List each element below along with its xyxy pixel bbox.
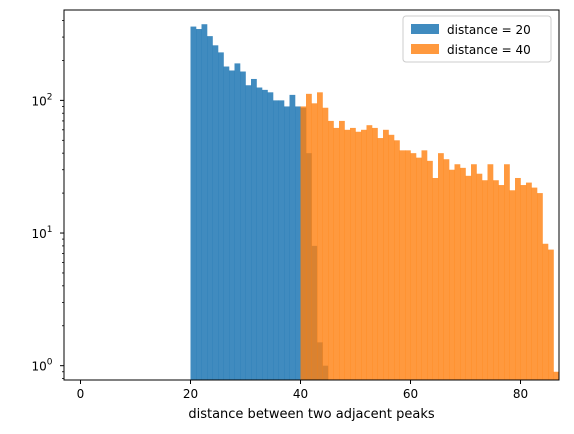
bar-series2-bin-83 [537,193,543,380]
bar-series2-bin-68 [454,164,461,380]
bar-series2-bin-48 [344,129,351,380]
bar-series2-bin-80 [520,185,527,380]
bar-series1-bin-33 [262,89,268,381]
bar-series1-bin-25 [218,52,224,380]
bar-series1-bin-39 [295,106,301,380]
legend-box [402,15,552,63]
bar-series2-bin-49 [350,127,356,380]
bar-series2-bin-59 [405,150,411,380]
axes-layer: 0 20 40 60 80 100 101 102 [31,9,560,401]
bar-series2-bin-47 [339,120,345,381]
bar-series2-bin-62 [421,150,428,380]
bar-series2-bin-63 [427,160,433,380]
bar-series2-bin-54 [377,138,384,380]
bar-series2-bin-40 [300,106,307,380]
x-tick-label: 0 [77,387,85,401]
bar-series2-bin-69 [460,167,466,380]
bar-series2-bin-52 [366,125,373,380]
bar-series2-bin-75 [493,180,499,380]
bar-series2-bin-53 [372,127,378,380]
bar-series1-bin-27 [229,70,235,380]
bar-series2-bin-44 [322,107,329,381]
x-tick-label: 20 [183,387,198,401]
bar-series1-bin-23 [207,36,213,380]
bar-series1-bin-26 [223,66,230,380]
bar-series1-bin-20 [190,26,197,380]
bar-series1-bin-22 [201,24,208,380]
bar-series1-bin-35 [273,100,279,381]
bar-series2-bin-82 [531,187,538,380]
legend: distance = 20 distance = 40 [402,15,552,63]
bar-series1-bin-34 [267,92,274,380]
bar-series1-bin-29 [240,71,246,381]
legend-label: distance = 20 [447,23,531,37]
y-tick-label: 101 [31,225,52,241]
bar-series2-bin-64 [432,177,439,380]
bar-series2-bin-73 [482,180,488,380]
legend-label: distance = 40 [447,43,531,57]
bar-series1-bin-30 [245,85,252,380]
bar-series2-bin-50 [355,131,362,380]
x-axis-label: distance between two adjacent peaks [188,407,435,422]
bar-series2-bin-42 [311,103,318,380]
bar-series2-bin-51 [361,129,367,380]
x-tick-label: 40 [293,387,308,401]
bar-series2-bin-79 [515,177,521,380]
bar-series2-bin-58 [399,150,406,380]
y-tick-label: 100 [31,358,52,374]
bar-series2-bin-61 [416,157,422,380]
bar-series2-bin-72 [476,173,483,380]
legend-swatch [411,24,439,34]
bar-series1-bin-36 [278,100,285,381]
legend-swatch [411,44,439,54]
bar-series2-bin-85 [548,249,554,380]
bar-series2-bin-41 [306,93,312,380]
x-tick-label: 60 [403,387,418,401]
bar-series2-bin-81 [526,182,532,380]
bar-series2-bin-65 [438,153,444,380]
bar-series1-bin-21 [196,29,202,381]
bar-series2-bin-76 [498,185,505,380]
x-tick-label: 80 [513,387,528,401]
bar-series1-bin-32 [256,87,263,381]
bar-series1-bin-24 [212,45,219,380]
bar-series2-bin-71 [471,164,477,380]
bar-series2-bin-67 [449,169,455,380]
bar-series2-bin-45 [328,120,334,381]
bar-series2-bin-77 [504,164,510,380]
bar-series2-bin-57 [394,140,400,380]
bar-series1-bin-31 [251,78,257,381]
bar-series2-bin-66 [443,159,450,380]
bar-series2-bin-84 [542,243,549,380]
bar-series2-bin-86 [553,371,560,380]
bar-series1-bin-38 [289,94,296,380]
bar-series2-bin-78 [509,190,516,380]
bar-series1-bin-28 [234,63,241,380]
bar-series2-bin-46 [333,127,340,380]
bar-series2-bin-74 [487,164,494,380]
bar-series2-bin-60 [410,153,417,380]
bar-series1-bin-37 [284,106,290,380]
bar-series2-bin-70 [465,175,472,380]
y-tick-label: 102 [31,92,52,108]
bars-layer [190,24,560,381]
bar-series2-bin-56 [388,134,395,380]
bar-series2-bin-55 [383,129,389,380]
axes-frame [63,9,560,381]
bar-series2-bin-43 [317,92,323,380]
